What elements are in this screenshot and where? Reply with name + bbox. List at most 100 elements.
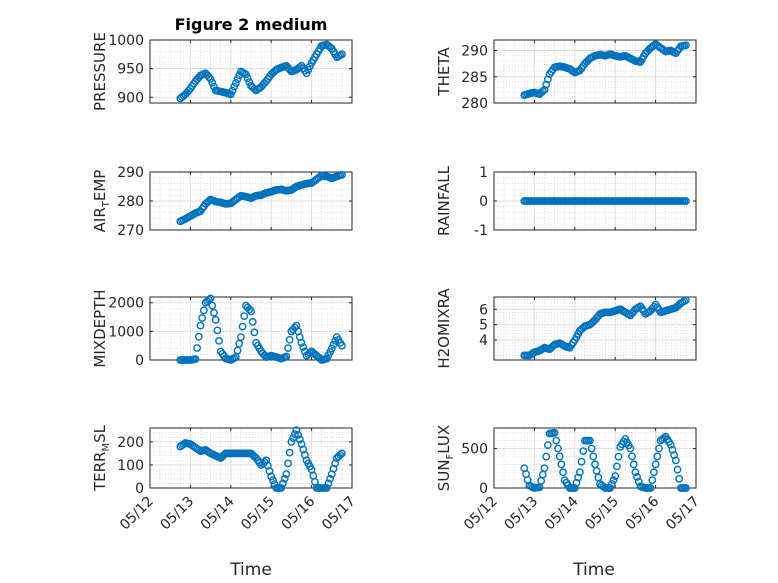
markers-theta [520,40,690,100]
data-point [282,470,291,479]
data-point [199,306,208,315]
ytick-label: 290 [461,44,488,60]
ytick-label: 2000 [108,296,144,312]
data-point [651,460,660,469]
data-point [628,452,636,461]
data-point [650,41,658,50]
data-point [550,428,559,437]
data-point [552,436,561,445]
markers-sunflux [520,428,690,492]
data-point [612,462,621,471]
data-point [327,344,336,353]
data-point [196,321,205,330]
xlabel-left: Time [229,560,272,580]
subplot-theta: 280 285 290 THETA [435,39,697,112]
subplot-rainfall: -1 0 1 RAINFALL [435,165,697,239]
data-point [210,308,218,317]
xtick-label: 05/17 [319,494,359,534]
markers-air_temp [176,170,346,226]
data-point [673,465,682,474]
data-point [285,335,294,344]
ytick-label: 1000 [108,33,144,49]
data-point [290,430,299,439]
ylabel-mixdepth: MIXDEPTH [91,289,109,367]
figure-title: Figure 2 medium [175,15,328,34]
data-point [284,459,292,468]
ylabel-sunflux: SUNFLUX [435,425,456,491]
subplot-terr_msl: 0 100 200 05/12 05/13 05/14 05/15 05/16 05/17 TER… [91,424,359,533]
data-point [285,448,294,457]
markers-pressure [176,40,346,103]
ytick-label: 290 [117,165,144,181]
data-point [245,78,254,86]
data-point [543,441,552,450]
data-point [267,472,276,481]
ytick-label: 100 [117,458,144,474]
data-point [322,484,331,492]
data-point [611,472,620,481]
xtick-label: 05/13 [157,494,197,534]
data-point [682,296,690,304]
ytick-label: 0 [135,353,144,369]
data-point [208,301,217,310]
data-point [648,476,657,485]
ytick-label: 500 [461,442,488,458]
data-point [538,87,547,96]
xtick-label: 05/15 [238,494,278,534]
data-point [277,484,286,492]
data-point [250,84,259,93]
subplot-sunflux: 0 500 05/12 05/13 05/14 05/15 05/16 05/17 SUNFLU… [435,425,703,534]
ytick-label: 1 [479,165,488,181]
ytick-label: 6 [479,302,488,318]
data-point [609,476,618,485]
data-point [211,316,220,324]
data-point [240,312,249,320]
data-point [614,452,623,461]
data-point [555,452,564,461]
data-point [206,75,215,83]
markers-rainfall [520,197,690,205]
data-point [245,305,254,314]
data-point [675,474,684,483]
ylabel-theta: THETA [435,47,453,97]
data-point [191,355,200,364]
markers-terr_msl [176,426,346,492]
data-point [306,348,314,357]
ylabel-rainfall: RAINFALL [435,165,453,236]
data-point [542,452,551,461]
data-point [292,426,301,435]
xtick-label: 05/12 [461,494,501,534]
xtick-label: 05/13 [501,494,541,534]
xlabel-right: Time [572,560,615,580]
data-point [238,322,247,331]
ytick-label: 1000 [108,324,144,340]
data-point [279,479,287,488]
subplot-air_temp: 270 280 290 AIRTEMP [91,165,353,239]
ytick-label: 5 [479,318,488,334]
data-point [671,456,680,465]
data-point [198,314,207,322]
ytick-label: 270 [117,223,144,239]
data-point [215,337,223,345]
data-point [295,435,304,444]
data-point [329,340,338,349]
data-point [268,476,277,485]
ytick-label: 0 [135,481,144,497]
data-point [250,328,259,337]
data-point [337,341,346,350]
data-point [634,477,643,486]
ylabel-terr_msl: TERRMSL [91,424,112,492]
data-point [557,460,566,469]
data-point [577,457,586,466]
data-point [228,86,237,95]
ytick-label: 4 [479,333,488,349]
markers-h2omixra [520,296,690,360]
ylabel-air_temp: AIRTEMP [91,170,112,233]
data-point [682,484,690,492]
data-point [284,344,292,353]
data-point [337,449,346,458]
ytick-label: -1 [474,223,488,239]
data-point [633,473,641,481]
xtick-label: 05/14 [542,493,582,533]
